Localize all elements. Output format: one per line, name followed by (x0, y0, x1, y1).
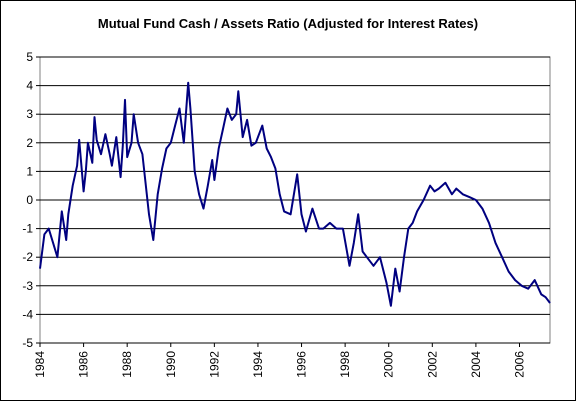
y-tick-label: 2 (26, 136, 33, 150)
y-tick-label: -3 (22, 279, 33, 293)
series-line (39, 81, 551, 307)
y-tick-label: 0 (26, 193, 33, 207)
x-axis-ticks: 1984 1986 1988 1990 1992 1994 1996 1998 2000 2002… (33, 343, 526, 378)
x-tick-label: 2004 (469, 351, 483, 378)
x-tick-label: 1990 (164, 351, 178, 378)
y-tick-label: -2 (22, 250, 33, 264)
y-tick-label: 5 (26, 50, 33, 64)
y-tick-label: 4 (26, 79, 33, 93)
y-tick-label: 3 (26, 107, 33, 121)
x-tick-label: 1988 (120, 351, 134, 378)
x-tick-label: 1996 (295, 351, 309, 378)
x-tick-label: 1992 (207, 351, 221, 378)
x-tick-label: 1994 (251, 351, 265, 378)
x-tick-label: 2006 (512, 351, 526, 378)
x-tick-label: 1984 (33, 351, 47, 378)
x-tick-label: 2002 (425, 351, 439, 378)
x-tick-label: 2000 (382, 351, 396, 378)
y-tick-label: -1 (22, 222, 33, 236)
y-tick-label: -5 (22, 336, 33, 350)
y-axis-ticks: 5 4 3 2 1 0 -1 -2 -3 -4 -5 (22, 50, 40, 350)
y-tick-label: -4 (22, 307, 33, 321)
y-tick-label: 1 (26, 164, 33, 178)
x-tick-label: 1998 (338, 351, 352, 378)
x-tick-label: 1986 (77, 351, 91, 378)
chart-title: Mutual Fund Cash / Assets Ratio (Adjuste… (97, 16, 479, 31)
